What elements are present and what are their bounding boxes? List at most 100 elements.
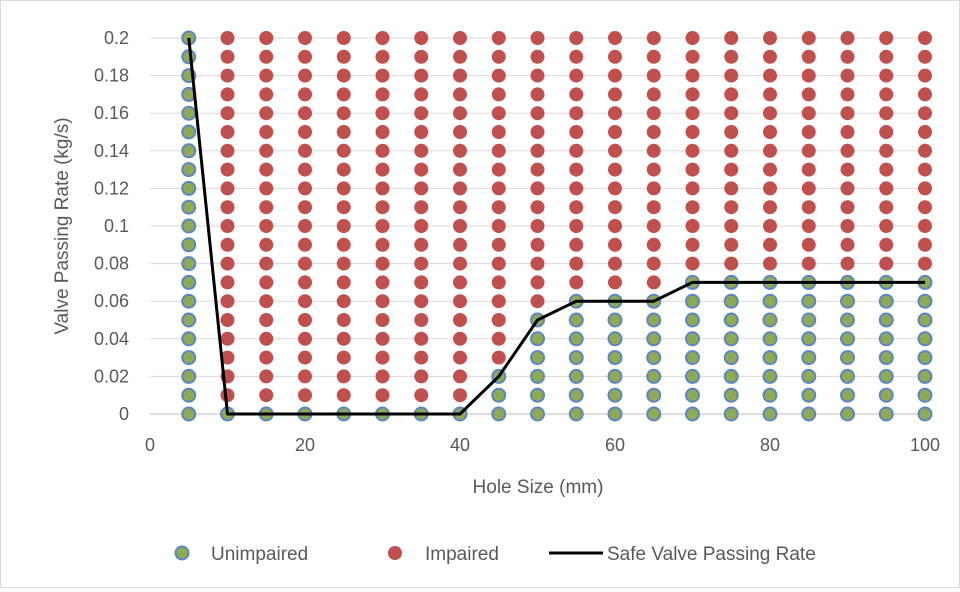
point-impaired [298,219,312,233]
point-impaired [918,256,932,271]
point-impaired [259,125,274,139]
point-unimpaired [181,387,197,403]
y-tick-labels: 0 0.02 0.04 0.06 0.08 0.1 0.12 0.14 0.16 0.18 0.2 [94,28,129,424]
point-unimpaired [840,387,855,403]
point-impaired [220,68,235,83]
point-impaired [608,237,622,252]
point-impaired [646,200,661,215]
point-impaired [298,68,312,83]
point-impaired [879,162,894,177]
point-unimpaired [762,387,778,403]
point-impaired [491,256,506,271]
point-impaired [375,237,390,252]
point-impaired [453,219,467,233]
point-impaired [298,350,312,365]
x-tick-label: 0 [145,435,155,455]
point-impaired [453,313,467,327]
x-tick-label: 40 [450,435,470,455]
point-impaired [724,181,739,196]
point-impaired [530,31,545,45]
point-impaired [569,181,584,196]
point-impaired [491,181,506,196]
point-unimpaired [723,350,739,366]
point-impaired [491,350,506,365]
point-impaired [840,162,855,177]
y-tick-label: 0.18 [94,66,129,86]
point-impaired [220,31,235,45]
point-impaired [298,143,312,158]
point-unimpaired [181,105,197,121]
point-impaired [569,219,584,233]
point-impaired [298,313,312,327]
point-impaired [298,200,312,215]
point-impaired [414,125,429,139]
point-unimpaired [840,293,855,309]
point-unimpaired [568,350,584,366]
point-unimpaired [568,368,584,384]
point-impaired [259,256,274,271]
point-impaired [724,106,739,121]
point-impaired [801,125,816,139]
point-impaired [608,68,622,83]
point-impaired [724,125,739,139]
point-impaired [375,49,390,64]
point-impaired [801,162,816,177]
point-unimpaired [723,387,739,403]
point-impaired [375,87,390,102]
point-impaired [646,125,661,139]
point-impaired [491,237,506,252]
point-impaired [608,162,622,177]
point-impaired [608,31,622,45]
point-unimpaired [181,406,197,422]
point-impaired [259,162,274,177]
point-unimpaired [181,218,197,234]
point-impaired [220,143,235,158]
point-unimpaired [878,350,894,366]
point-impaired [530,125,545,139]
point-impaired [375,106,390,121]
legend-item-impaired: Impaired [388,544,499,565]
point-impaired [840,106,855,121]
point-impaired [298,106,312,121]
point-unimpaired [685,350,700,366]
point-unimpaired [181,274,197,290]
point-impaired [491,143,506,158]
point-impaired [220,331,235,346]
point-unimpaired [917,293,933,309]
point-unimpaired [723,406,739,422]
point-impaired [414,256,429,271]
point-impaired [763,200,777,215]
point-impaired [491,87,506,102]
point-impaired [840,237,855,252]
point-impaired [298,275,312,290]
point-impaired [763,68,777,83]
point-impaired [801,31,816,45]
point-impaired [530,106,545,121]
point-impaired [375,125,390,139]
point-impaired [801,68,816,83]
point-impaired [685,237,700,252]
point-impaired [375,275,390,290]
point-impaired [763,31,777,45]
point-impaired [414,87,429,102]
point-unimpaired [723,331,739,347]
point-impaired [530,219,545,233]
point-impaired [918,162,932,177]
point-unimpaired [878,387,894,403]
point-impaired [879,143,894,158]
point-impaired [259,219,274,233]
point-impaired [646,49,661,64]
point-impaired [685,106,700,121]
point-impaired [646,237,661,252]
point-impaired [336,256,351,271]
point-impaired [569,256,584,271]
point-impaired [453,256,467,271]
point-impaired [918,68,932,83]
point-impaired [336,31,351,45]
point-impaired [259,31,274,45]
point-impaired [259,313,274,327]
point-impaired [724,200,739,215]
point-unimpaired [762,293,778,309]
point-impaired [763,181,777,196]
x-tick-label: 60 [605,435,625,455]
